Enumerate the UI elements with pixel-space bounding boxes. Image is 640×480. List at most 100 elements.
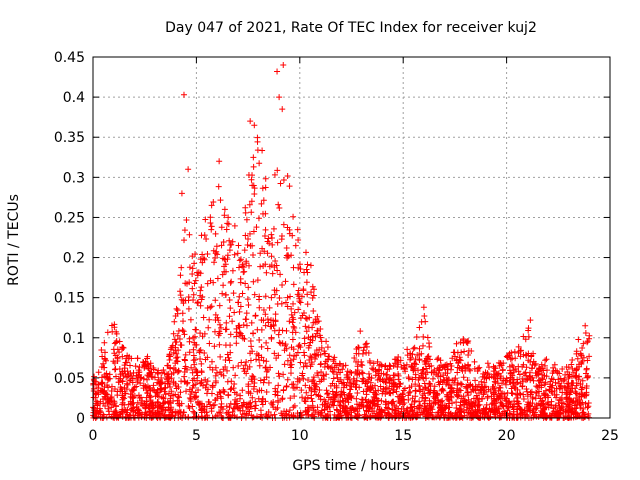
data-point — [551, 391, 558, 398]
data-point — [407, 354, 414, 361]
data-point — [244, 296, 251, 303]
data-point — [402, 366, 409, 373]
data-point — [375, 397, 382, 404]
data-point — [420, 411, 427, 418]
data-point — [119, 401, 126, 408]
data-point — [220, 282, 227, 289]
data-point — [297, 299, 304, 306]
data-point — [329, 368, 336, 375]
data-point — [541, 372, 548, 379]
data-point — [284, 294, 291, 301]
data-point — [444, 393, 451, 400]
data-point — [198, 369, 205, 376]
data-point — [259, 147, 266, 154]
data-point — [482, 383, 489, 390]
data-point — [274, 404, 281, 411]
data-point — [287, 364, 294, 371]
data-point — [421, 397, 428, 404]
data-point — [295, 237, 302, 244]
data-point — [246, 262, 253, 269]
data-point — [238, 413, 245, 420]
data-point — [296, 298, 303, 305]
data-point — [304, 404, 311, 411]
data-point — [145, 404, 152, 411]
data-point — [420, 304, 427, 311]
data-point — [311, 388, 318, 395]
data-point — [235, 299, 242, 306]
data-point — [117, 384, 124, 391]
data-point — [330, 369, 337, 376]
data-point — [382, 390, 389, 397]
data-point — [166, 390, 173, 397]
data-point — [133, 383, 140, 390]
data-point — [111, 350, 118, 357]
data-point — [488, 401, 495, 408]
data-point — [293, 352, 300, 359]
data-point — [189, 285, 196, 292]
data-point — [318, 407, 325, 414]
data-point — [191, 280, 198, 287]
data-point — [328, 364, 335, 371]
data-point — [553, 394, 560, 401]
data-point — [497, 399, 504, 406]
data-point — [530, 405, 537, 412]
data-point — [563, 389, 570, 396]
data-point — [342, 404, 349, 411]
data-point — [267, 412, 274, 419]
data-point — [227, 279, 234, 286]
data-point — [214, 391, 221, 398]
data-point — [191, 361, 198, 368]
data-point — [224, 378, 231, 385]
data-point — [173, 355, 180, 362]
data-point — [296, 261, 303, 268]
data-point — [162, 407, 169, 414]
data-point — [198, 406, 205, 413]
data-point — [166, 353, 173, 360]
data-point — [142, 405, 149, 412]
data-point — [310, 374, 317, 381]
data-point — [513, 391, 520, 398]
data-point — [155, 369, 162, 376]
data-point — [569, 356, 576, 363]
data-point — [263, 368, 270, 375]
data-point — [276, 339, 283, 346]
data-point — [360, 347, 367, 354]
data-point — [416, 398, 423, 405]
data-point — [240, 264, 247, 271]
data-point — [189, 403, 196, 410]
data-point — [464, 389, 471, 396]
data-point — [197, 330, 204, 337]
data-point — [569, 398, 576, 405]
data-point — [204, 413, 211, 420]
data-point — [559, 365, 566, 372]
data-point — [439, 386, 446, 393]
data-point — [302, 323, 309, 330]
data-point — [241, 335, 248, 342]
data-point — [573, 348, 580, 355]
data-point — [555, 376, 562, 383]
data-point — [414, 351, 421, 358]
data-point — [281, 361, 288, 368]
data-point — [237, 407, 244, 414]
data-point — [264, 316, 271, 323]
data-point — [504, 407, 511, 414]
data-point — [435, 355, 442, 362]
data-point — [223, 403, 230, 410]
data-point — [216, 409, 223, 416]
data-point — [507, 400, 514, 407]
data-point — [538, 382, 545, 389]
data-point — [102, 403, 109, 410]
data-point — [410, 367, 417, 374]
data-point — [133, 403, 140, 410]
data-point — [330, 358, 337, 365]
data-point — [481, 379, 488, 386]
data-point — [138, 401, 145, 408]
data-point — [223, 268, 229, 275]
data-point — [325, 394, 332, 401]
data-point — [372, 366, 379, 373]
data-point — [472, 406, 479, 413]
data-point — [221, 212, 228, 219]
data-point — [514, 394, 521, 401]
data-point — [425, 412, 432, 419]
data-point — [552, 379, 559, 386]
